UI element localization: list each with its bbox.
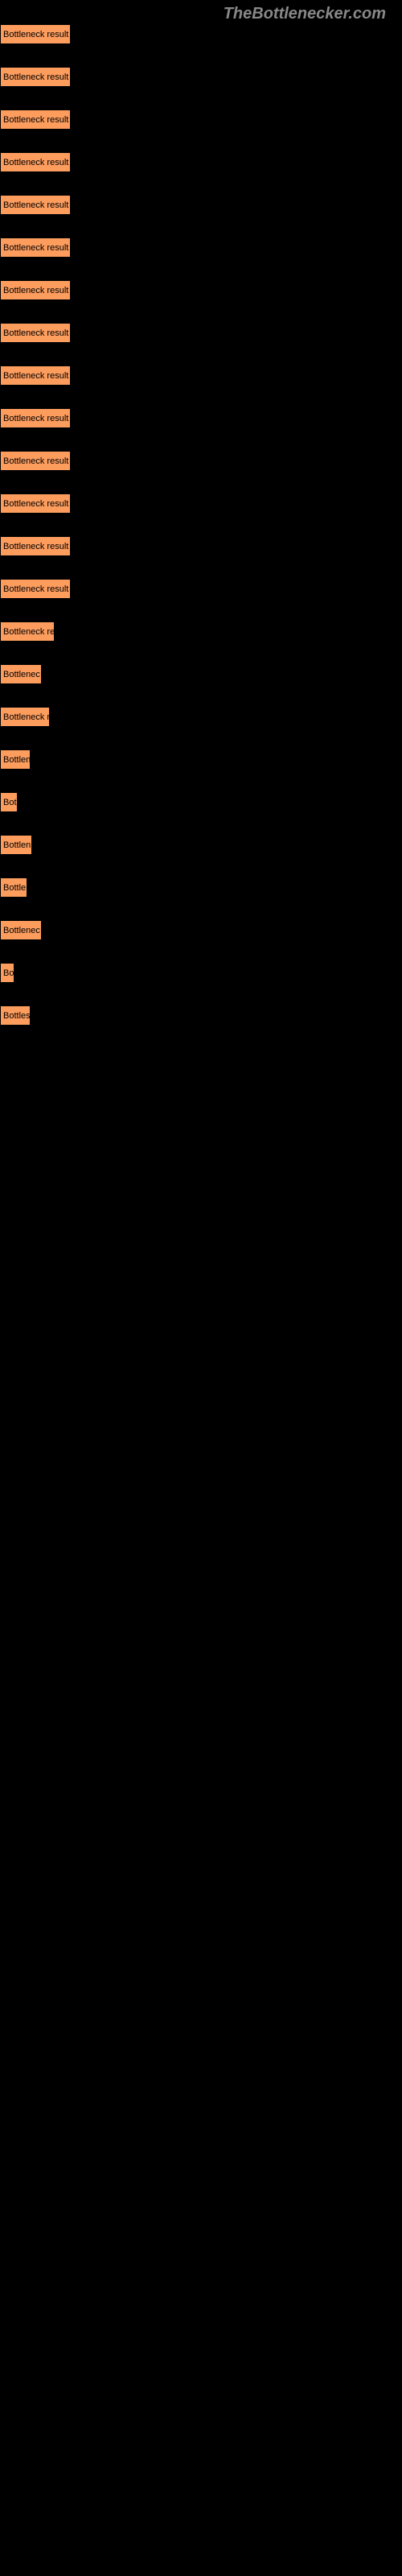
chart-bar: Bottleneck result [0,67,71,87]
bar-row: Bottleneck result [0,67,402,87]
chart-bar: Bottleneck result [0,195,71,215]
bar-row: Bottleneck result [0,408,402,428]
bar-label: Bottleneck result [3,158,68,167]
bar-label: Bottlenec [3,670,40,679]
bar-label: Bottleneck result [3,72,68,82]
chart-bar: Bottleneck result [0,493,71,514]
bar-label: Bottleneck result [3,414,68,423]
bar-row: Bottlen [0,749,402,770]
bar-row: Bottleneck result [0,24,402,44]
chart-bar: Bottles [0,1005,31,1026]
chart-bar: Bottleneck result [0,24,71,44]
bar-label: Bottleneck result [3,30,68,39]
bar-row: Bottleneck re [0,621,402,642]
chart-bar: Bottleneck re [0,621,55,642]
bar-row: Bottle [0,877,402,898]
chart-bar: Bottleneck result [0,451,71,471]
bar-row: Bottleneck result [0,195,402,215]
bar-row: Bottleneck result [0,365,402,386]
bar-label: Bottleneck result [3,243,68,253]
bar-label: Bottles [3,1011,31,1021]
bar-row: Bottleneck result [0,536,402,556]
chart-bar: Bottleneck result [0,323,71,343]
bar-row: Bottleneck result [0,451,402,471]
chart-bar: Bottleneck result [0,579,71,599]
chart-bar: Bottleneck result [0,280,71,300]
bar-row: Bottlenec [0,664,402,684]
watermark-text: TheBottlenecker.com [224,5,386,23]
bar-row: Bo [0,963,402,983]
bar-label: Bottle [3,883,26,893]
chart-bar: Bottleneck r [0,707,50,727]
bar-row: Bottleneck result [0,280,402,300]
bar-chart: Bottleneck result Bottleneck result Bottle… [0,0,402,1026]
bar-row: Bottleneck r [0,707,402,727]
bar-label: Bottleneck result [3,328,68,338]
chart-bar: Bottleneck result [0,365,71,386]
bar-label: Bottlen [3,755,31,765]
bar-label: Bottleneck result [3,499,68,509]
chart-bar: Bottleneck result [0,536,71,556]
bar-row: Bot [0,792,402,812]
bar-label: Bot [3,798,17,807]
bar-row: Bottleneck result [0,237,402,258]
chart-bar: Bottlenec [0,664,42,684]
bar-label: Bottleneck result [3,115,68,125]
bar-row: Bottlen [0,835,402,855]
chart-bar: Bottlenec [0,920,42,940]
bar-label: Bottleneck result [3,371,68,381]
chart-bar: Bottle [0,877,27,898]
bar-row: Bottleneck result [0,152,402,172]
bar-label: Bottlenec [3,926,40,935]
bar-label: Bottleneck re [3,627,55,637]
bar-label: Bottleneck result [3,200,68,210]
bar-label: Bottleneck result [3,584,68,594]
chart-bar: Bottleneck result [0,237,71,258]
bar-row: Bottleneck result [0,109,402,130]
chart-bar: Bot [0,792,18,812]
bar-row: Bottleneck result [0,323,402,343]
bar-label: Bottleneck result [3,286,68,295]
chart-bar: Bottleneck result [0,109,71,130]
bar-label: Bottleneck r [3,712,50,722]
chart-bar: Bottlen [0,835,32,855]
bar-label: Bottleneck result [3,456,68,466]
chart-bar: Bo [0,963,14,983]
chart-bar: Bottleneck result [0,152,71,172]
bar-label: Bottlen [3,840,31,850]
bar-row: Bottleneck result [0,493,402,514]
bar-row: Bottles [0,1005,402,1026]
bar-row: Bottlenec [0,920,402,940]
chart-bar: Bottleneck result [0,408,71,428]
bar-row: Bottleneck result [0,579,402,599]
chart-bar: Bottlen [0,749,31,770]
bar-label: Bottleneck result [3,542,68,551]
bar-label: Bo [3,968,14,978]
